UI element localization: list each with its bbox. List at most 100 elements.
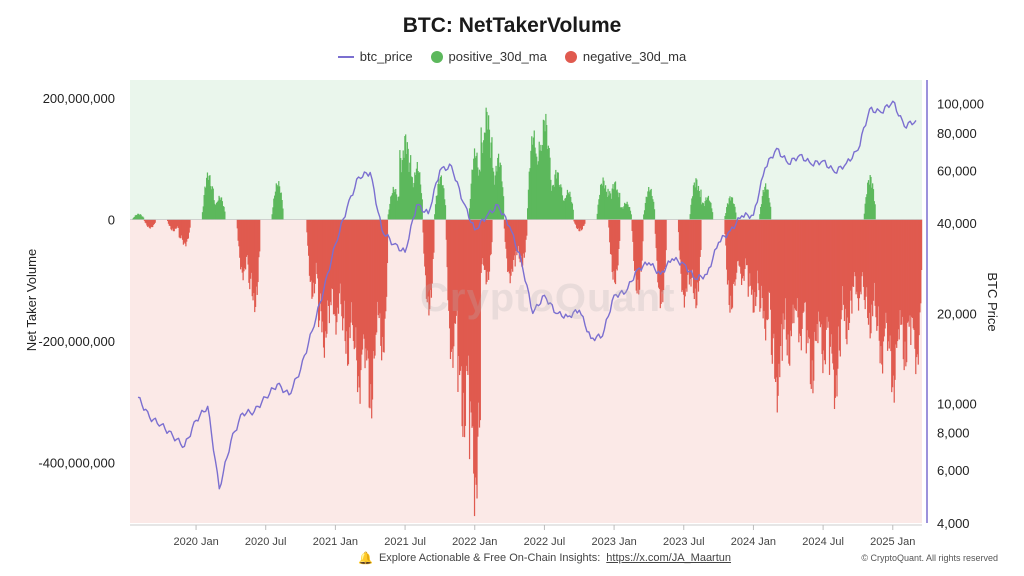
positive-bar [477,167,479,220]
positive-bar [566,189,569,220]
negative-bar [187,219,189,239]
negative-bar [687,219,689,275]
positive-bar [694,187,696,220]
negative-bar [467,219,469,375]
negative-bar [641,219,643,261]
positive-bar [534,147,536,220]
price-line-group [137,100,917,490]
negative-bar [510,219,512,276]
negative-bar [859,219,861,292]
negative-bar [740,219,742,274]
negative-bar [753,219,755,313]
legend-item-positive[interactable]: positive_30d_ma [430,49,547,64]
negative-bar [654,219,656,234]
positive-bar [210,189,213,220]
negative-bar [783,219,785,330]
negative-bar [813,219,815,381]
negative-bar [523,219,525,258]
negative-bar [308,219,311,276]
positive-bar [728,198,730,220]
negative-bar [849,219,851,291]
positive-bar [531,136,533,220]
positive-bar [282,208,284,220]
negative-bar [693,219,695,300]
positive-bar [218,195,220,220]
negative-bar [882,219,885,342]
positive-bar [527,189,530,220]
positive-bar [439,184,441,220]
positive-bar [559,186,561,220]
positive-bar [220,197,223,220]
x-tick-label: 2023 Jul [663,536,705,548]
positive-bar [610,198,612,220]
positive-bar [214,203,216,220]
negative-bar [355,219,357,328]
negative-bar [782,219,784,314]
positive-bar [706,197,709,220]
negative-bar [361,219,363,355]
negative-bar [152,219,154,228]
positive-bar [471,169,473,220]
negative-bar [473,219,476,517]
negative-bar [760,219,763,286]
negative-bar [907,219,909,322]
positive-bar [480,127,482,220]
negative-bar [743,219,745,281]
negative-bar [364,219,366,369]
negative-bar [254,219,257,307]
positive-bar [708,200,710,220]
negative-bar [379,219,381,314]
negative-bar [252,219,254,301]
positive-bar [222,206,224,220]
legend-item-negative[interactable]: negative_30d_ma [564,49,686,64]
negative-bar [482,219,484,259]
negative-bar [476,219,478,499]
negative-bar [635,219,637,291]
negative-bar [348,219,350,328]
negative-bar [736,219,738,273]
negative-bar [871,219,873,305]
negative-bar [609,219,612,254]
negative-bar [337,219,340,314]
negative-bar [891,219,894,388]
negative-bar [337,219,339,308]
positive-bar [558,184,560,220]
negative-bar [169,219,171,226]
negative-bar [770,219,773,355]
negative-bar [691,219,693,278]
negative-bar [833,219,835,370]
negative-bar [248,219,250,283]
positive-bar [565,197,567,220]
negative-bar [770,219,772,310]
y-tick-label-right: 20,000 [937,306,977,321]
negative-bar [310,219,312,281]
negative-bar [255,219,258,287]
negative-bar [447,219,449,301]
negative-bar [344,219,346,342]
negative-bar [841,219,843,311]
legend-item-btc-price[interactable]: btc_price [337,49,413,64]
positive-bar [547,145,549,220]
negative-bar [663,219,665,291]
negative-bar [899,219,901,311]
negative-bar [698,219,700,281]
positive-bar [205,187,207,220]
positive-bar [497,157,499,220]
positive-bar [767,189,769,220]
positive-bar [488,129,491,220]
negative-bar [726,219,728,270]
negative-bar [688,219,690,285]
positive-bar [702,203,705,220]
negative-bar [681,219,683,292]
negative-bar [177,219,180,228]
x-tick-label: 2025 Jan [870,536,915,548]
positive-bar [608,195,610,220]
positive-bar [616,189,618,220]
positive-bar [627,204,629,220]
positive-bar [530,150,532,220]
negative-bar [877,219,879,326]
negative-bar [460,219,462,367]
positive-bar [387,214,389,220]
footer-link[interactable]: https://x.com/JA_Maartun [606,552,732,564]
